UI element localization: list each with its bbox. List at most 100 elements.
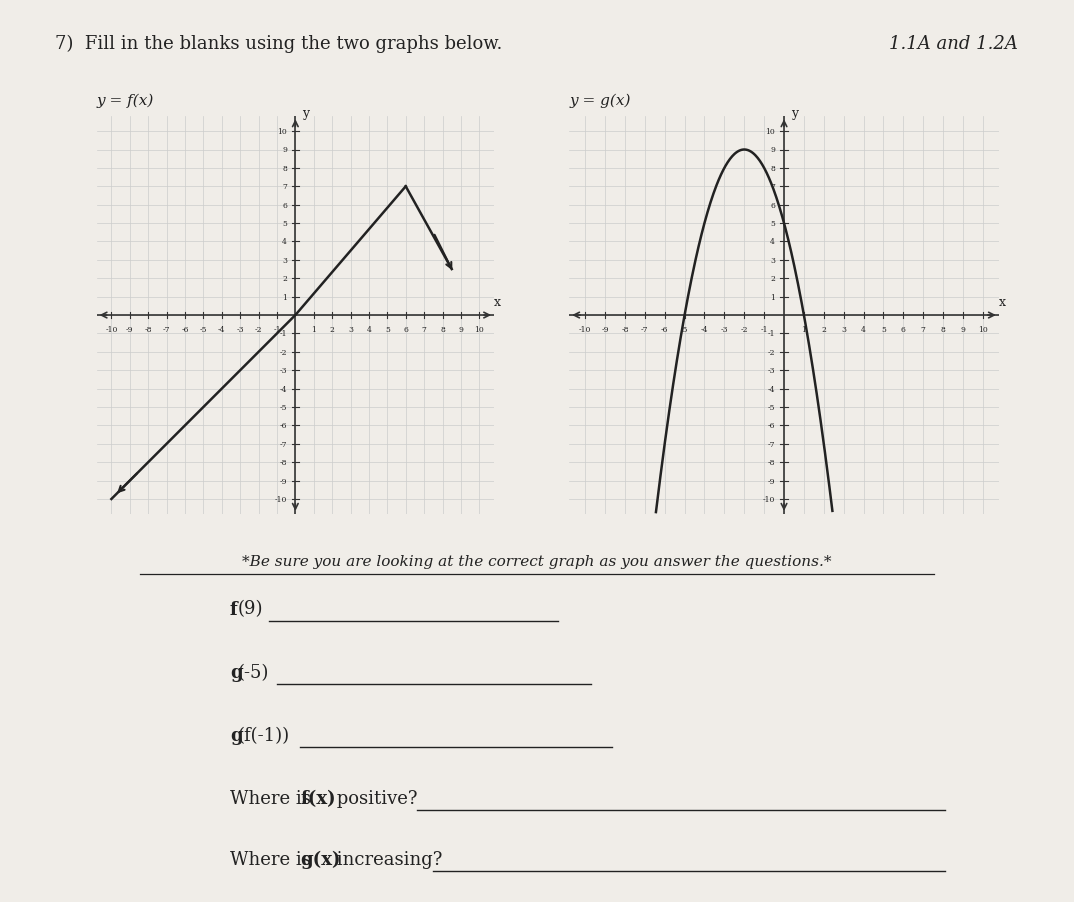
Text: -7: -7 bbox=[279, 440, 287, 448]
Text: -4: -4 bbox=[279, 385, 287, 393]
Text: -8: -8 bbox=[768, 459, 775, 466]
Text: 2: 2 bbox=[822, 326, 826, 334]
Text: -1: -1 bbox=[273, 326, 280, 334]
Text: g(x): g(x) bbox=[301, 850, 340, 868]
Text: f: f bbox=[230, 600, 237, 618]
Text: -1: -1 bbox=[760, 326, 768, 334]
Text: -9: -9 bbox=[279, 477, 287, 485]
Text: 9: 9 bbox=[960, 326, 966, 334]
Text: 6: 6 bbox=[404, 326, 408, 334]
Text: 4: 4 bbox=[861, 326, 866, 334]
Text: 9: 9 bbox=[459, 326, 463, 334]
Text: f(x): f(x) bbox=[301, 789, 336, 807]
Text: -9: -9 bbox=[768, 477, 775, 485]
Text: 6: 6 bbox=[770, 201, 775, 209]
Text: 2: 2 bbox=[330, 326, 335, 334]
Text: -7: -7 bbox=[163, 326, 171, 334]
Text: -5: -5 bbox=[200, 326, 207, 334]
Text: -4: -4 bbox=[768, 385, 775, 393]
Text: -8: -8 bbox=[144, 326, 151, 334]
Text: y: y bbox=[790, 107, 798, 120]
Text: -6: -6 bbox=[768, 422, 775, 430]
Text: Where is: Where is bbox=[230, 850, 317, 868]
Text: -6: -6 bbox=[279, 422, 287, 430]
Text: 3: 3 bbox=[282, 256, 287, 264]
Text: y: y bbox=[302, 107, 309, 120]
Text: 4: 4 bbox=[366, 326, 372, 334]
Text: -2: -2 bbox=[740, 326, 748, 334]
Text: -8: -8 bbox=[279, 459, 287, 466]
Text: 8: 8 bbox=[440, 326, 445, 334]
Text: 7)  Fill in the blanks using the two graphs below.: 7) Fill in the blanks using the two grap… bbox=[55, 35, 503, 53]
Text: -8: -8 bbox=[621, 326, 628, 334]
Text: 2: 2 bbox=[770, 275, 775, 283]
Text: 1: 1 bbox=[770, 293, 775, 301]
Text: *Be sure you are looking at the correct graph as you answer the questions.*: *Be sure you are looking at the correct … bbox=[243, 555, 831, 569]
Text: 1.1A and 1.2A: 1.1A and 1.2A bbox=[889, 35, 1018, 53]
Text: increasing?: increasing? bbox=[332, 850, 442, 868]
Text: -10: -10 bbox=[105, 326, 117, 334]
Text: g: g bbox=[230, 663, 243, 681]
Text: (f(-1)): (f(-1)) bbox=[237, 726, 290, 744]
Text: 3: 3 bbox=[770, 256, 775, 264]
Text: (-5): (-5) bbox=[237, 663, 270, 681]
Text: 9: 9 bbox=[282, 146, 287, 154]
Text: 5: 5 bbox=[384, 326, 390, 334]
Text: 7: 7 bbox=[422, 326, 426, 334]
Text: 2: 2 bbox=[282, 275, 287, 283]
Text: -2: -2 bbox=[255, 326, 262, 334]
Text: 8: 8 bbox=[770, 165, 775, 172]
Text: -1: -1 bbox=[768, 330, 775, 338]
Text: -2: -2 bbox=[279, 348, 287, 356]
Text: 1: 1 bbox=[282, 293, 287, 301]
Text: -7: -7 bbox=[641, 326, 649, 334]
Text: 1: 1 bbox=[311, 326, 316, 334]
Text: x: x bbox=[999, 295, 1006, 308]
Text: y = g(x): y = g(x) bbox=[569, 94, 630, 108]
Text: -3: -3 bbox=[721, 326, 728, 334]
Text: -3: -3 bbox=[236, 326, 244, 334]
Text: 10: 10 bbox=[277, 128, 287, 136]
Text: -1: -1 bbox=[279, 330, 287, 338]
Text: x: x bbox=[494, 295, 502, 308]
Text: g: g bbox=[230, 726, 243, 744]
Text: 6: 6 bbox=[282, 201, 287, 209]
Text: positive?: positive? bbox=[332, 789, 418, 807]
Text: -6: -6 bbox=[661, 326, 668, 334]
Text: 5: 5 bbox=[282, 220, 287, 228]
Text: 8: 8 bbox=[282, 165, 287, 172]
Text: (9): (9) bbox=[237, 600, 263, 618]
Text: 10: 10 bbox=[766, 128, 775, 136]
Text: 8: 8 bbox=[941, 326, 945, 334]
Text: -9: -9 bbox=[601, 326, 609, 334]
Text: -7: -7 bbox=[768, 440, 775, 448]
Text: -6: -6 bbox=[182, 326, 189, 334]
Text: 7: 7 bbox=[920, 326, 926, 334]
Text: 4: 4 bbox=[770, 238, 775, 246]
Text: 10: 10 bbox=[475, 326, 484, 334]
Text: -3: -3 bbox=[279, 367, 287, 375]
Text: 3: 3 bbox=[841, 326, 846, 334]
Text: -4: -4 bbox=[700, 326, 708, 334]
Text: -5: -5 bbox=[279, 403, 287, 411]
Text: 4: 4 bbox=[282, 238, 287, 246]
Text: -5: -5 bbox=[681, 326, 688, 334]
Text: 9: 9 bbox=[770, 146, 775, 154]
Text: 5: 5 bbox=[770, 220, 775, 228]
Text: -2: -2 bbox=[768, 348, 775, 356]
Text: 7: 7 bbox=[282, 183, 287, 191]
Text: -10: -10 bbox=[763, 495, 775, 503]
Text: 1: 1 bbox=[801, 326, 807, 334]
Text: -5: -5 bbox=[768, 403, 775, 411]
Text: 5: 5 bbox=[881, 326, 886, 334]
Text: -10: -10 bbox=[579, 326, 592, 334]
Text: 7: 7 bbox=[770, 183, 775, 191]
Text: -3: -3 bbox=[768, 367, 775, 375]
Text: -9: -9 bbox=[126, 326, 133, 334]
Text: 3: 3 bbox=[348, 326, 353, 334]
Text: 6: 6 bbox=[901, 326, 905, 334]
Text: -10: -10 bbox=[275, 495, 287, 503]
Text: y = f(x): y = f(x) bbox=[97, 94, 154, 108]
Text: 10: 10 bbox=[978, 326, 988, 334]
Text: Where is: Where is bbox=[230, 789, 317, 807]
